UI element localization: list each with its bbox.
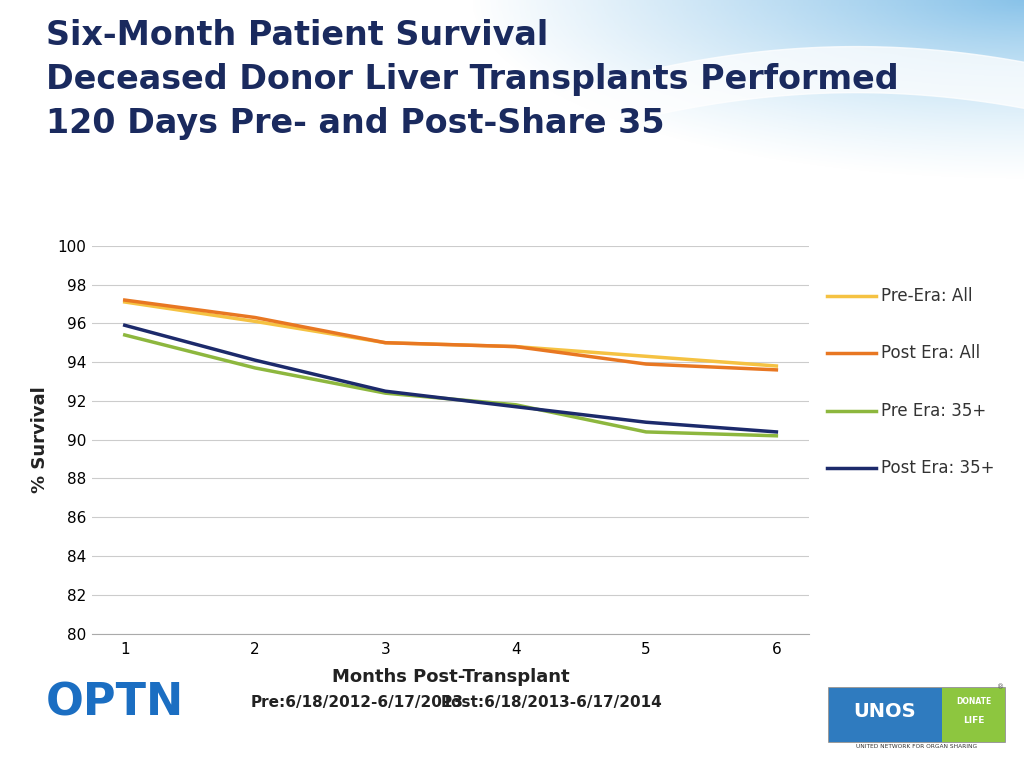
X-axis label: Months Post-Transplant: Months Post-Transplant	[332, 668, 569, 686]
Text: UNITED NETWORK FOR ORGAN SHARING: UNITED NETWORK FOR ORGAN SHARING	[856, 744, 978, 750]
Text: ®: ®	[996, 684, 1004, 690]
Bar	[829, 687, 942, 743]
Text: UNOS: UNOS	[853, 702, 916, 721]
Text: Six-Month Patient Survival: Six-Month Patient Survival	[46, 19, 548, 52]
Text: 120 Days Pre- and Post-Share 35: 120 Days Pre- and Post-Share 35	[46, 107, 665, 140]
Text: DONATE: DONATE	[955, 697, 991, 706]
FancyBboxPatch shape	[829, 687, 1005, 743]
Y-axis label: % Survival: % Survival	[32, 386, 49, 493]
Text: OPTN: OPTN	[46, 681, 184, 724]
Bar	[942, 687, 1005, 743]
Text: Post Era: All: Post Era: All	[881, 344, 980, 362]
Text: Post:6/18/2013-6/17/2014: Post:6/18/2013-6/17/2014	[440, 695, 663, 710]
Text: Pre-Era: All: Pre-Era: All	[881, 286, 972, 305]
Text: Deceased Donor Liver Transplants Performed: Deceased Donor Liver Transplants Perform…	[46, 63, 899, 96]
Text: Pre:6/18/2012-6/17/2013: Pre:6/18/2012-6/17/2013	[251, 695, 464, 710]
Text: Post Era: 35+: Post Era: 35+	[881, 459, 994, 478]
Text: Pre Era: 35+: Pre Era: 35+	[881, 402, 986, 420]
Text: LIFE: LIFE	[963, 716, 984, 725]
